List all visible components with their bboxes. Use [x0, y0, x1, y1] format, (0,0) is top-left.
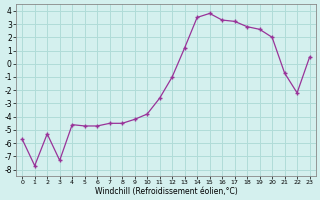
X-axis label: Windchill (Refroidissement éolien,°C): Windchill (Refroidissement éolien,°C)	[94, 187, 237, 196]
